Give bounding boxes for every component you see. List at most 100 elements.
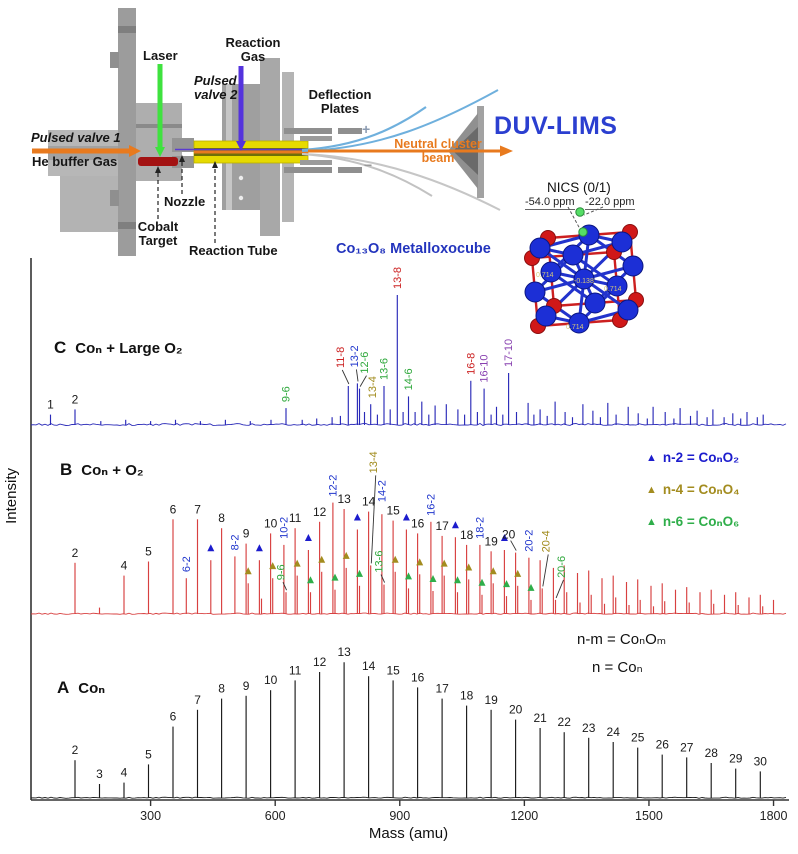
- cobalt-line2: Target: [138, 233, 178, 248]
- peak-label: 12: [313, 655, 327, 669]
- peak-label: 8: [218, 682, 225, 696]
- peak-label: 7: [194, 502, 201, 516]
- x-tick-label: 1200: [510, 809, 538, 823]
- plus-sign: +: [362, 121, 371, 137]
- peak-label: 4: [121, 559, 128, 573]
- peak-label: 15: [386, 504, 400, 518]
- duv-lims-label: DUV-LIMS: [494, 112, 618, 140]
- peak-label: 20: [509, 703, 523, 717]
- nics-title: NICS (0/1): [547, 180, 611, 195]
- x-tick-label: 600: [265, 809, 286, 823]
- reaction-gas-line1: Reaction: [225, 35, 281, 50]
- x-tick-label: 900: [389, 809, 410, 823]
- cobalt-line1: Cobalt: [137, 219, 179, 234]
- peak-label: 10: [264, 516, 278, 530]
- nics-ghost-atoms: [567, 206, 604, 237]
- deflection-plates-label: Deflection Plates: [298, 88, 382, 116]
- peak-label: 24: [607, 725, 621, 739]
- reaction-gas-line2: Gas: [240, 49, 266, 64]
- deflection-line1: Deflection: [308, 87, 372, 102]
- panel-b-title: B Coₙ + O₂: [60, 460, 144, 480]
- y-axis-label: Intensity: [3, 468, 20, 524]
- peak-label: 18: [460, 528, 474, 542]
- panel-a-title: A Coₙ: [57, 678, 105, 698]
- peak-label: 10: [264, 673, 278, 687]
- peak-label: 30: [754, 754, 768, 768]
- cluster-structure: 0.714 -0.138 0.714 0.714: [524, 206, 644, 334]
- reaction-gas-label: Reaction Gas: [222, 36, 284, 64]
- pulsed-valve-1-label: Pulsed valve 1: [31, 130, 121, 145]
- marker-triangle: [391, 555, 399, 563]
- label-pointer: [510, 540, 517, 551]
- he-buffer-gas-label: He buffer Gas: [32, 154, 118, 169]
- marker-triangle: [402, 513, 410, 521]
- equation-nm: n-m = CoₙOₘ: [577, 631, 667, 648]
- peak-label: 17-10: [503, 339, 515, 367]
- peak-label: 20: [502, 528, 516, 542]
- peak-label: 28: [705, 746, 719, 760]
- marker-triangle: [207, 544, 215, 552]
- marker-triangle: [342, 551, 350, 559]
- buffer-gas-arrow: [32, 145, 141, 157]
- label-pointer: [542, 554, 549, 587]
- legend-item-n4: ▲ n-4 = CoₙO₄: [646, 482, 740, 498]
- label-pointer: [282, 582, 287, 591]
- marker-triangle: [500, 534, 508, 541]
- peak-label: 14: [362, 495, 376, 509]
- callout-dashes: [157, 161, 216, 243]
- triangle-icon: ▲: [646, 452, 657, 464]
- panel-c-title: C Coₙ + Large O₂: [54, 338, 183, 358]
- x-axis-label: Mass (amu): [369, 825, 448, 842]
- marker-triangle: [514, 569, 522, 577]
- reaction-gas-arrow: [236, 66, 246, 151]
- svg-text:0.714: 0.714: [604, 286, 622, 293]
- peak-label: 9-6: [280, 386, 292, 402]
- marker-triangle: [244, 567, 252, 575]
- laser-beam-arrow: [155, 64, 165, 157]
- peak-label: 20-4: [541, 530, 553, 552]
- marker-triangle: [293, 559, 301, 567]
- peak-label: 16-8: [465, 353, 477, 375]
- label-pointer: [380, 574, 386, 583]
- marker-triangle: [318, 555, 326, 563]
- marker-triangle: [416, 558, 424, 566]
- marker-triangle: [454, 576, 462, 584]
- peak-label: 26: [656, 738, 670, 752]
- x-tick-label: 1500: [635, 809, 663, 823]
- peak-label: 17: [435, 519, 449, 533]
- panel-c-letter: C: [54, 338, 67, 357]
- peak-label: 12-2: [327, 475, 339, 497]
- peak-label: 29: [729, 752, 743, 766]
- peak-label: 6: [170, 502, 177, 516]
- peak-label: 18-2: [474, 517, 486, 539]
- peak-label: 2: [72, 392, 79, 406]
- peak-label: 5: [145, 747, 152, 761]
- apparatus-diagram: [32, 8, 513, 256]
- peak-label: 13-6: [373, 551, 385, 573]
- marker-triangle: [306, 576, 314, 584]
- label-pointer: [355, 369, 359, 382]
- peak-label: 6: [170, 710, 177, 724]
- peak-label: 4: [121, 766, 128, 780]
- peak-label: 12-6: [359, 352, 371, 374]
- marker-triangle: [255, 544, 263, 552]
- peak-label: 2: [72, 546, 79, 560]
- marker-triangle: [429, 574, 437, 582]
- neutral-beam-line1: Neutral cluster: [394, 137, 482, 151]
- peak-label: 16: [411, 670, 425, 684]
- neutral-beam-label: Neutral cluster beam: [392, 137, 484, 165]
- panel-a-formula: Coₙ: [78, 680, 106, 697]
- peak-label: 8-2: [229, 534, 241, 550]
- triangle-icon: ▲: [646, 516, 657, 528]
- cobalt-target-label: Cobalt Target: [136, 220, 180, 248]
- marker-triangle: [503, 580, 511, 588]
- peak-label: 8: [218, 511, 225, 525]
- peak-label: 12: [313, 505, 327, 519]
- peak-label: 18: [460, 689, 474, 703]
- peak-label: 22: [558, 715, 572, 729]
- peak-label: 20-6: [556, 556, 568, 578]
- marker-triangle: [353, 513, 361, 521]
- peak-label: 13-2: [349, 345, 361, 367]
